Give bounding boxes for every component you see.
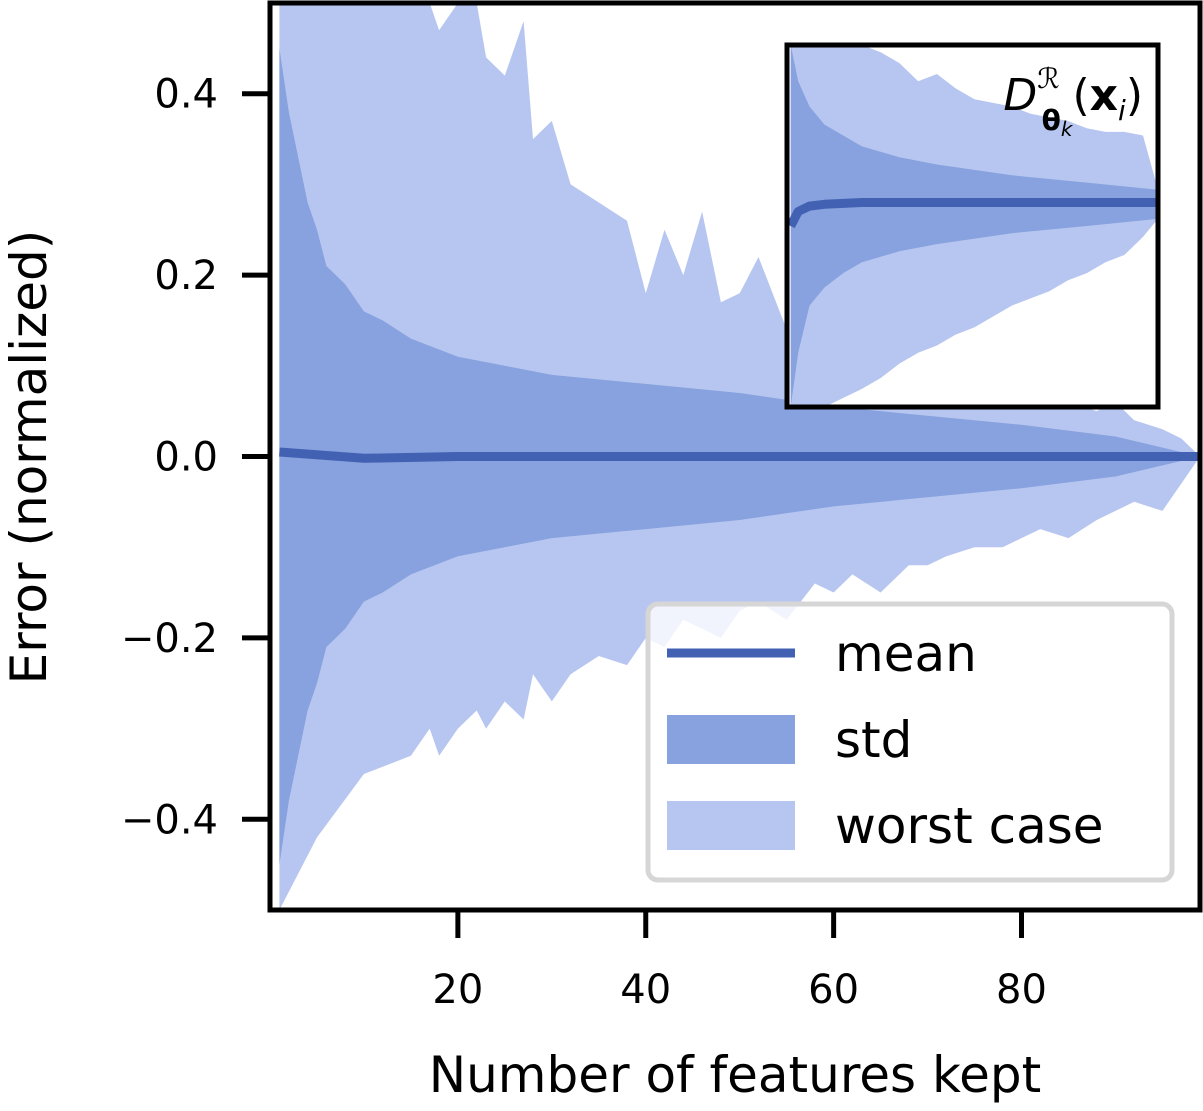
inset-areas — [787, 45, 1158, 407]
x-tick-label-2: 60 — [808, 967, 859, 1013]
y-tick-label-4: −0.4 — [121, 797, 218, 843]
x-tick-label-1: 40 — [620, 967, 671, 1013]
inset-title-part-7: ) — [1126, 70, 1143, 121]
inset-title-part-1: ℛ — [1037, 62, 1059, 95]
inset-title-part-5: x — [1090, 70, 1118, 121]
inset-frame — [784, 42, 1161, 410]
inset-title: Dℛ θk(xi) — [1003, 62, 1143, 141]
inset-title-part-2: θ — [1042, 104, 1061, 137]
legend-label-worst-case: worst case — [835, 797, 1104, 855]
y-tick-label-0: 0.4 — [154, 72, 218, 118]
legend-swatch-std — [667, 715, 795, 764]
inset-mean-line — [787, 198, 1158, 229]
legend-swatch-worst-case — [667, 801, 795, 850]
y-tick-label-2: 0.0 — [154, 435, 218, 481]
x-tick-label-3: 80 — [996, 967, 1047, 1013]
legend: mean std worst case — [645, 601, 1175, 883]
legend-label-std: std — [835, 711, 912, 769]
x-tick-label-0: 20 — [432, 967, 483, 1013]
mean-line — [279, 447, 1200, 463]
y-tick-label-1: 0.2 — [154, 253, 218, 299]
inset-title-part-6: i — [1118, 94, 1126, 127]
axes: 20 40 60 80 0.4 0.2 0.0 −0.2 −0.4 — [121, 0, 1203, 1013]
main-plot-areas — [279, 3, 1200, 910]
y-axis-label: Error (normalized) — [0, 230, 58, 685]
y-tick-label-3: −0.2 — [121, 616, 218, 662]
inset-title-part-4: ( — [1072, 70, 1089, 121]
inset-title-part-0: D — [1003, 70, 1037, 121]
x-axis-label: Number of features kept — [429, 1046, 1042, 1104]
inset-plot: Dℛ θk(xi) — [784, 42, 1161, 410]
inset-title-part-3: k — [1061, 117, 1074, 141]
legend-label-mean: mean — [835, 625, 977, 683]
inset-std-band — [790, 45, 1158, 407]
